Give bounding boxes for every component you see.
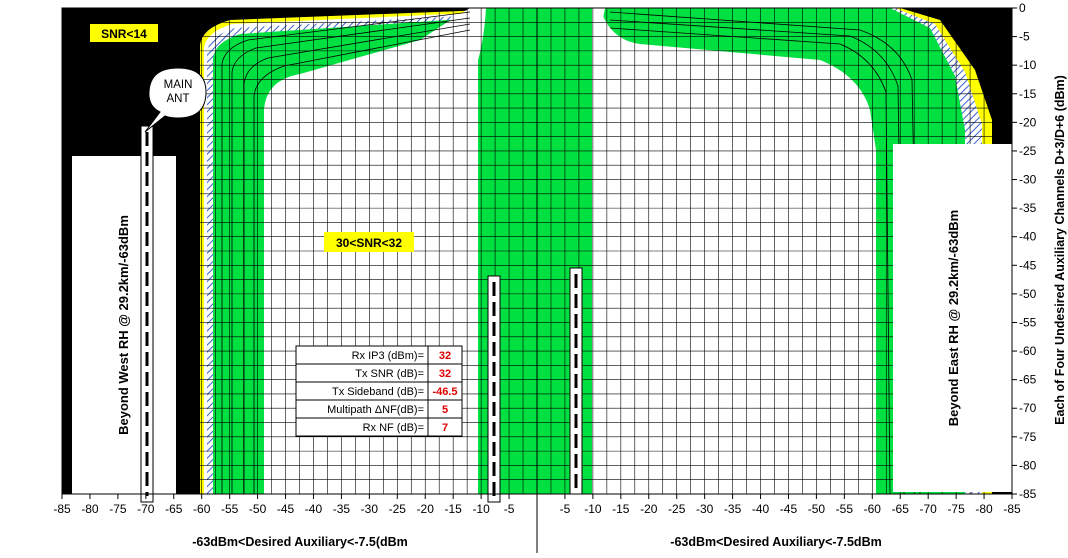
right-x-axis-label: -63dBm<Desired Auxiliary<-7.5dBm <box>670 535 881 549</box>
right-x-ticks: -5 -10 -15 -20 -25 -30 -35 -40 -45 -50 -55 -60 -65 -7… <box>560 494 1021 516</box>
left-x-tick-label: -40 <box>305 502 323 516</box>
left-x-tick-label: -60 <box>193 502 211 516</box>
left-x-tick-label: -20 <box>417 502 435 516</box>
right-x-tick-label: -35 <box>724 502 742 516</box>
right-y-tick-label: -85 <box>1019 487 1037 501</box>
snr-mid-text: 30<SNR<32 <box>336 236 402 250</box>
right-x-tick-label: -65 <box>892 502 910 516</box>
right-y-tick-label: -40 <box>1019 230 1037 244</box>
left-x-tick-label: -30 <box>361 502 379 516</box>
left-x-tick-label: -55 <box>221 502 239 516</box>
right-x-tick-label: -60 <box>864 502 882 516</box>
left-x-tick-label: -45 <box>277 502 295 516</box>
right-y-tick-label: -50 <box>1019 287 1037 301</box>
right-x-tick-label: -5 <box>560 502 571 516</box>
left-center-notch <box>478 8 486 60</box>
right-y-tick-label: -55 <box>1019 315 1037 329</box>
param-value: 7 <box>442 422 448 434</box>
right-y-tick-label: -15 <box>1019 87 1037 101</box>
main-ant-line: MAIN <box>164 79 193 91</box>
parameter-table: Rx IP3 (dBm)= 32 Tx SNR (dB)= 32 Tx Sideband… <box>295 345 463 437</box>
left-x-tick-label: -50 <box>249 502 267 516</box>
right-x-tick-label: -80 <box>975 502 993 516</box>
main-ant-line: ANT <box>167 93 190 105</box>
snr-low-badge: SNR<14 <box>90 24 158 42</box>
param-label: Multipath ΔNF(dB)= <box>327 404 424 416</box>
beyond-west-label: Beyond West RH @ 29.2km/-63dBm <box>116 215 131 435</box>
right-y-tick-label: -70 <box>1019 401 1037 415</box>
right-y-tick-label: -20 <box>1019 115 1037 129</box>
beyond-west-box <box>72 156 176 494</box>
right-center-notch <box>592 8 605 50</box>
param-label: Tx Sideband (dB)= <box>332 386 424 398</box>
right-y-tick-label: -75 <box>1019 430 1037 444</box>
right-x-tick-label: -20 <box>640 502 658 516</box>
right-x-tick-label: -70 <box>920 502 938 516</box>
right-x-tick-label: -85 <box>1003 502 1021 516</box>
marker-bars <box>140 125 583 503</box>
right-y-tick-label: -25 <box>1019 144 1037 158</box>
param-value: 32 <box>439 350 451 362</box>
param-label: Rx IP3 (dBm)= <box>352 350 424 362</box>
main-ant-callout: MAIN ANT <box>144 67 207 133</box>
left-x-tick-label: -70 <box>137 502 155 516</box>
left-x-tick-label: -35 <box>333 502 351 516</box>
right-y-ticks: 0 -5 -10 -15 -20 -25 -30 -35 -40 -45 -50 -55 -60 -65 -… <box>1012 1 1037 501</box>
param-value: 5 <box>442 404 448 416</box>
right-y-tick-label: -10 <box>1019 58 1037 72</box>
param-label: Tx SNR (dB)= <box>355 368 424 380</box>
right-y-tick-label: -30 <box>1019 173 1037 187</box>
left-x-tick-label: -10 <box>472 502 490 516</box>
right-x-tick-label: -30 <box>696 502 714 516</box>
right-x-tick-label: -50 <box>808 502 826 516</box>
right-y-tick-label: 0 <box>1019 1 1026 15</box>
left-x-tick-label: -85 <box>53 502 71 516</box>
right-y-axis-label: Each of Four Undesired Auxiliary Channel… <box>1053 75 1067 425</box>
right-x-tick-label: -15 <box>612 502 630 516</box>
beyond-east-label: Beyond East RH @ 29.2km/-63dBm <box>946 210 961 426</box>
right-y-tick-label: -60 <box>1019 344 1037 358</box>
param-value: -46.5 <box>432 386 457 398</box>
beyond-east-box <box>893 144 1012 492</box>
snr-low-text: SNR<14 <box>101 27 147 41</box>
right-y-tick-label: -65 <box>1019 373 1037 387</box>
right-y-tick-label: -45 <box>1019 258 1037 272</box>
param-label: Rx NF (dB)= <box>363 422 424 434</box>
param-value-cell <box>427 417 463 437</box>
main-ant-label: MAIN ANT <box>164 79 193 105</box>
snr-mid-badge: 30<SNR<32 <box>324 232 414 252</box>
right-y-tick-label: -35 <box>1019 201 1037 215</box>
left-x-tick-label: -25 <box>389 502 407 516</box>
right-x-tick-label: -40 <box>752 502 770 516</box>
right-x-tick-label: -75 <box>947 502 965 516</box>
left-x-tick-label: -65 <box>165 502 183 516</box>
left-x-tick-label: -15 <box>445 502 463 516</box>
left-x-tick-label: -80 <box>81 502 99 516</box>
right-x-tick-label: -55 <box>836 502 854 516</box>
right-x-tick-label: -25 <box>668 502 686 516</box>
param-value: 32 <box>439 368 451 380</box>
right-x-tick-label: -10 <box>584 502 602 516</box>
left-x-axis-label: -63dBm<Desired Auxiliary<-7.5(dBm <box>192 535 408 549</box>
right-y-tick-label: -5 <box>1019 30 1030 44</box>
left-x-ticks: -85 -80 -75 -70 -65 -60 -55 -50 -45 -40 -35 -30 -25-… <box>53 494 515 516</box>
left-x-tick-label: -5 <box>504 502 515 516</box>
right-x-tick-label: -45 <box>780 502 798 516</box>
right-y-tick-label: -80 <box>1019 458 1037 472</box>
left-x-tick-label: -75 <box>109 502 127 516</box>
